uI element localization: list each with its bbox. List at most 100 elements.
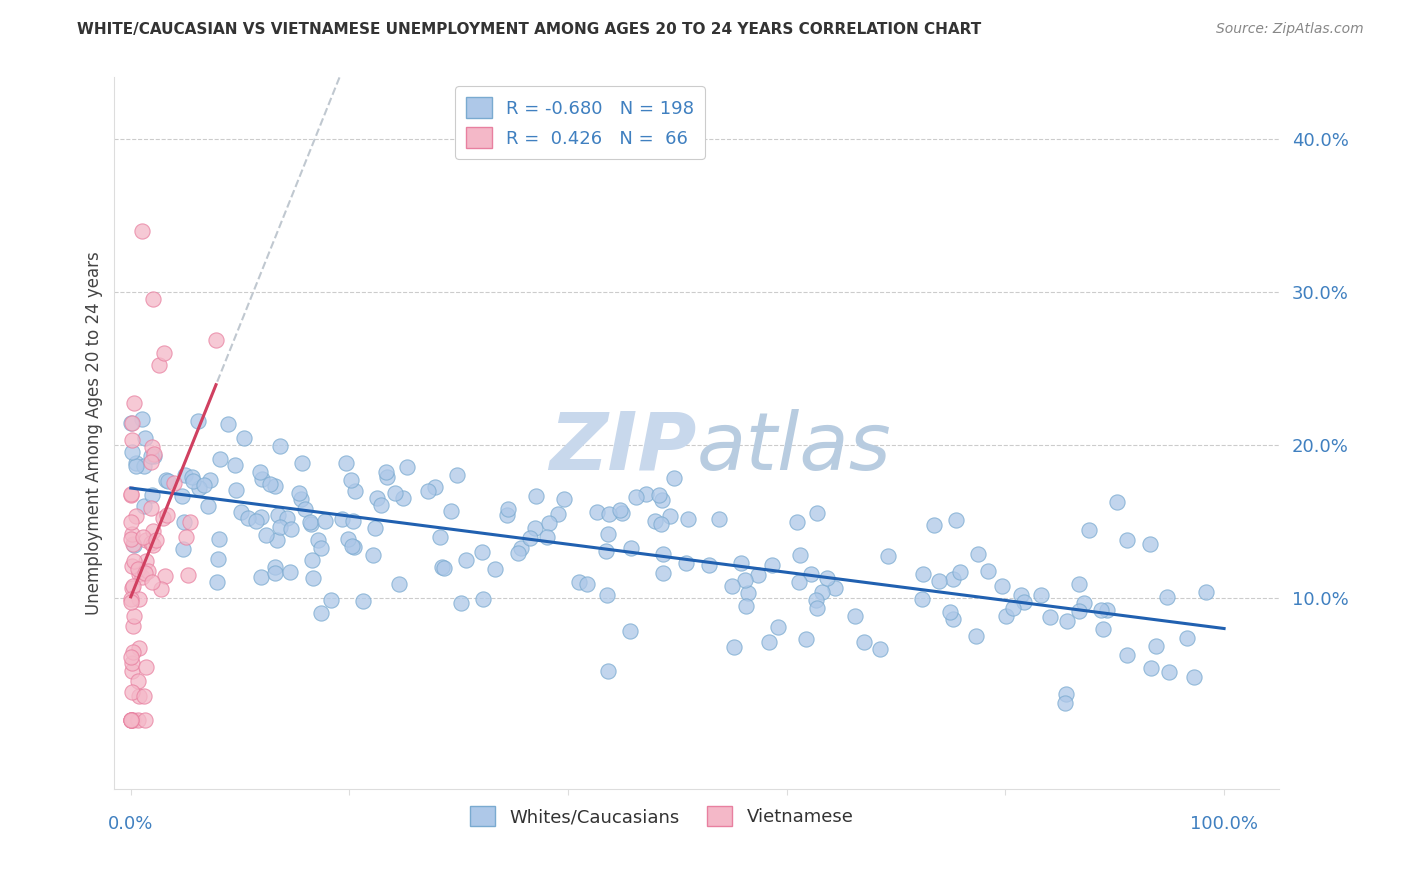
Point [177, 568, 200, 582]
Point [366, 491, 388, 505]
Point [125, 458, 148, 473]
Point [1073, 596, 1095, 610]
Point [595, 543, 617, 558]
Point [122, 645, 145, 659]
Point [538, 516, 561, 530]
Point [1139, 537, 1161, 551]
Point [120, 714, 142, 728]
Point [352, 594, 374, 608]
Point [131, 412, 153, 426]
Point [675, 557, 697, 571]
Point [575, 577, 598, 591]
Point [789, 548, 811, 562]
Point [658, 509, 681, 524]
Point [207, 551, 229, 566]
Point [267, 508, 290, 523]
Point [157, 474, 180, 488]
Point [135, 533, 157, 547]
Point [844, 609, 866, 624]
Point [636, 486, 658, 500]
Point [121, 526, 143, 541]
Point [343, 540, 366, 554]
Point [141, 488, 163, 502]
Point [122, 554, 145, 568]
Point [321, 593, 343, 607]
Point [121, 619, 143, 633]
Point [124, 608, 146, 623]
Point [120, 416, 142, 430]
Point [263, 566, 285, 580]
Point [1144, 640, 1167, 654]
Point [568, 575, 591, 590]
Point [1116, 533, 1139, 547]
Point [139, 536, 162, 550]
Point [1067, 604, 1090, 618]
Point [586, 505, 609, 519]
Point [342, 514, 364, 528]
Point [121, 433, 143, 447]
Point [1067, 577, 1090, 591]
Point [155, 473, 177, 487]
Point [446, 468, 468, 483]
Point [290, 491, 312, 506]
Point [120, 487, 142, 501]
Point [610, 506, 633, 520]
Point [132, 459, 155, 474]
Point [217, 417, 239, 432]
Point [766, 620, 789, 634]
Point [152, 346, 174, 360]
Point [280, 522, 302, 536]
Point [122, 538, 145, 552]
Point [723, 640, 745, 655]
Point [506, 546, 529, 560]
Point [1011, 588, 1033, 602]
Point [433, 561, 456, 575]
Point [811, 585, 834, 599]
Point [1001, 601, 1024, 615]
Point [124, 457, 146, 471]
Point [266, 533, 288, 548]
Point [384, 485, 406, 500]
Point [249, 465, 271, 479]
Point [361, 548, 384, 562]
Point [786, 515, 808, 529]
Point [967, 547, 990, 561]
Point [815, 571, 838, 585]
Point [139, 449, 162, 463]
Point [120, 714, 142, 728]
Point [928, 574, 950, 588]
Point [120, 649, 142, 664]
Point [1056, 614, 1078, 628]
Point [208, 451, 231, 466]
Point [707, 511, 730, 525]
Point [990, 579, 1012, 593]
Point [153, 569, 176, 583]
Point [134, 566, 156, 580]
Point [152, 511, 174, 525]
Point [375, 465, 398, 479]
Point [496, 502, 519, 516]
Point [309, 606, 332, 620]
Point [187, 481, 209, 495]
Legend: Whites/Caucasians, Vietnamese: Whites/Caucasians, Vietnamese [463, 798, 860, 834]
Point [340, 539, 363, 553]
Point [181, 474, 204, 488]
Point [269, 438, 291, 452]
Text: 100.0%: 100.0% [1189, 815, 1258, 833]
Point [208, 532, 231, 546]
Point [174, 467, 197, 482]
Point [128, 592, 150, 607]
Point [596, 588, 619, 602]
Point [263, 560, 285, 574]
Point [121, 558, 143, 573]
Point [276, 511, 298, 525]
Point [388, 576, 411, 591]
Point [291, 456, 314, 470]
Point [676, 512, 699, 526]
Point [136, 564, 159, 578]
Point [650, 517, 672, 532]
Point [307, 533, 329, 547]
Point [142, 538, 165, 552]
Point [626, 490, 648, 504]
Point [135, 660, 157, 674]
